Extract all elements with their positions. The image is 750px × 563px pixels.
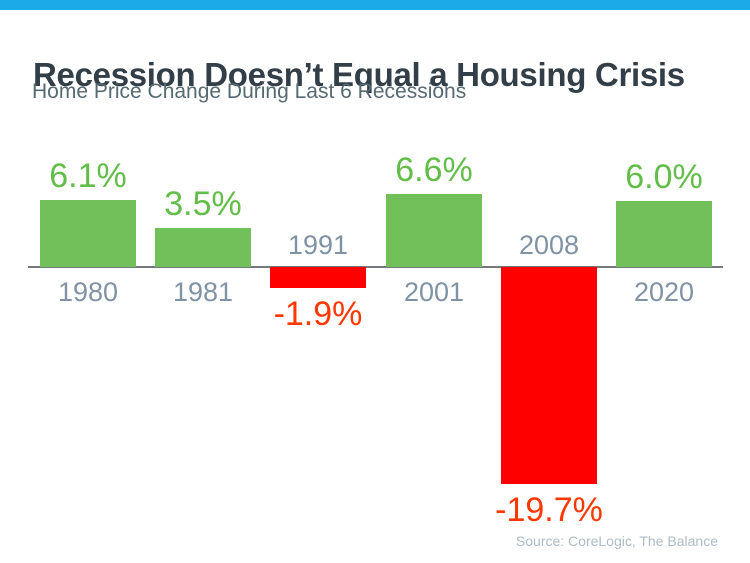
- value-label-1980: 6.1%: [49, 157, 127, 195]
- bar-1980: [40, 200, 136, 267]
- value-label-1991: -1.9%: [273, 295, 363, 333]
- year-label-1991: 1991: [287, 230, 349, 260]
- value-label-2020: 6.0%: [625, 158, 703, 196]
- chart-subtitle: Home Price Change During Last 6 Recessio…: [32, 80, 467, 103]
- year-label-2001: 2001: [403, 277, 465, 307]
- source-attribution: Source: CoreLogic, The Balance: [515, 533, 718, 549]
- year-label-2008: 2008: [518, 230, 580, 260]
- year-label-1981: 1981: [172, 277, 234, 307]
- value-label-2008: -19.7%: [495, 491, 603, 529]
- chart-title: Recession Doesn’t Equal a Housing Crisis: [33, 56, 685, 94]
- value-label-1981: 3.5%: [164, 185, 242, 223]
- year-label-2020: 2020: [633, 277, 695, 307]
- bar-2001: [386, 194, 482, 267]
- year-label-1980: 1980: [57, 277, 119, 307]
- x-axis-line: [28, 266, 723, 268]
- bar-2020: [616, 201, 712, 267]
- bar-2008: [501, 267, 597, 484]
- value-label-2001: 6.6%: [395, 151, 473, 189]
- top-accent-bar: [0, 0, 750, 10]
- bar-1991: [270, 267, 366, 288]
- bar-1981: [155, 228, 251, 267]
